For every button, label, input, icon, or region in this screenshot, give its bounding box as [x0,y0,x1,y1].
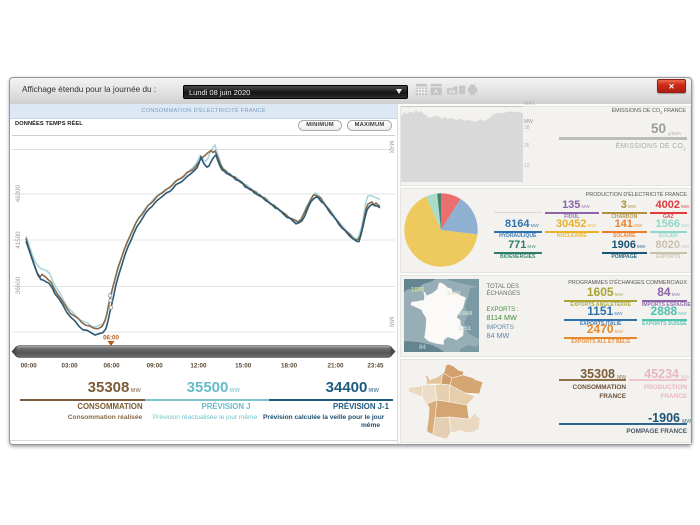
svg-text:A: A [434,89,439,95]
svg-text:1151: 1151 [458,326,472,332]
svg-text:18:00: 18:00 [281,363,298,370]
svg-text:MAX: MAX [388,140,394,153]
svg-text:12:00: 12:00 [190,363,207,370]
svg-text:15:00: 15:00 [235,363,252,370]
svg-text:23:45: 23:45 [367,363,384,370]
svg-text:06:00: 06:00 [103,335,119,342]
svg-text:2888: 2888 [459,311,473,317]
svg-text:xls: xls [449,89,456,95]
svg-text:46300: 46300 [15,184,22,202]
svg-text:09:00: 09:00 [147,363,164,370]
svg-text:00:00: 00:00 [21,363,38,370]
svg-text:41500: 41500 [15,231,22,249]
svg-text:1605: 1605 [411,288,425,294]
svg-text:21:00: 21:00 [327,363,344,370]
svg-text:06:00: 06:00 [104,363,121,370]
svg-text:MW: MW [388,317,394,328]
svg-text:03:00: 03:00 [62,363,79,370]
svg-text:36600: 36600 [15,276,22,294]
svg-text:2470: 2470 [447,291,461,297]
svg-text:84: 84 [419,345,426,351]
